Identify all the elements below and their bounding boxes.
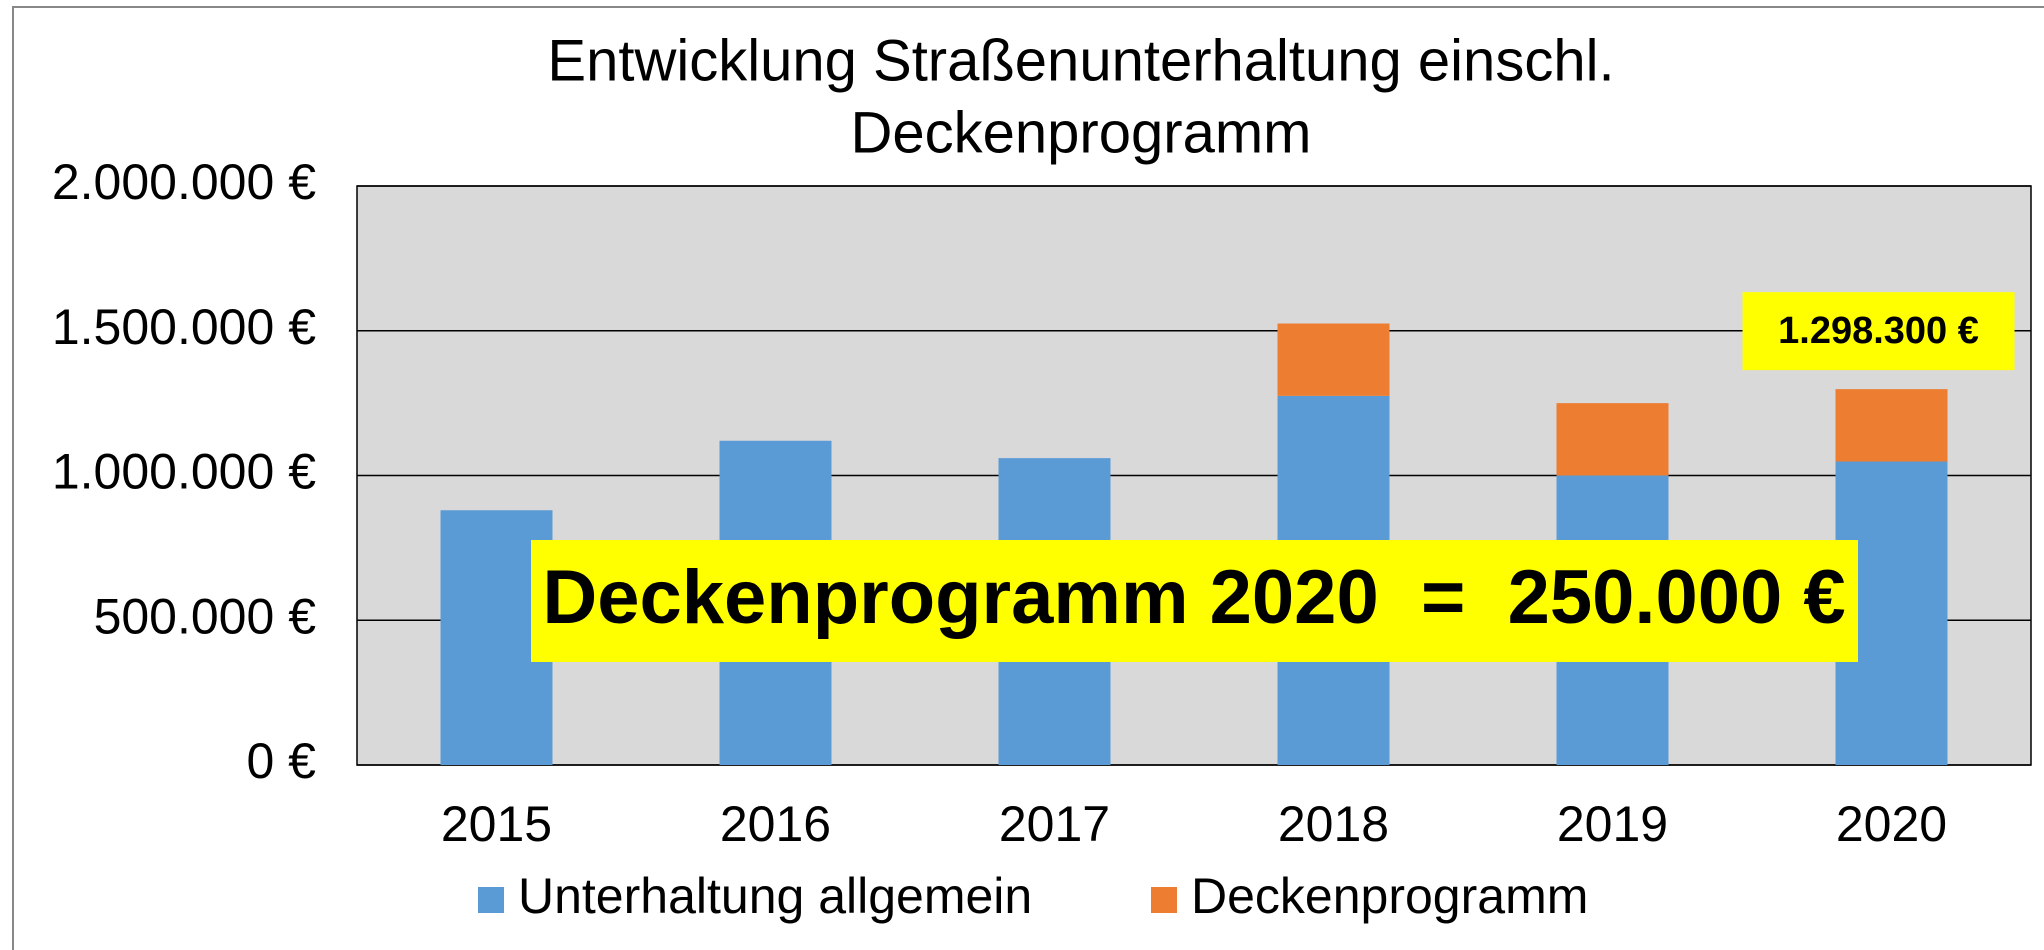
x-tick-label: 2020: [1836, 796, 1947, 852]
x-tick-label: 2017: [999, 796, 1110, 852]
y-tick-label: 500.000 €: [94, 588, 317, 644]
x-tick-label: 2019: [1557, 796, 1668, 852]
annotation-box: [1742, 292, 2015, 371]
x-tick-label: 2018: [1278, 796, 1389, 852]
y-tick-label: 1.000.000 €: [52, 444, 316, 500]
x-tick-label: 2015: [441, 796, 552, 852]
bar-segment: [1835, 389, 1948, 462]
annotation-box: [531, 540, 1858, 662]
annotation: 1.298.300 €: [1778, 310, 1979, 352]
x-tick-label: 2016: [720, 796, 831, 852]
chart-title: Deckenprogramm: [851, 100, 1312, 165]
bar-segment: [1277, 323, 1390, 396]
bar-segment: [1556, 403, 1669, 476]
y-tick-label: 0 €: [246, 733, 316, 789]
legend-swatch: [478, 887, 504, 913]
legend-label: Deckenprogramm: [1191, 868, 1588, 924]
y-tick-label: 2.000.000 €: [52, 154, 316, 210]
annotation: Deckenprogramm 2020 = 250.000 €: [542, 555, 1845, 640]
y-tick-label: 1.500.000 €: [52, 299, 316, 355]
legend-label: Unterhaltung allgemein: [518, 868, 1032, 924]
legend-swatch: [1151, 887, 1177, 913]
chart-title: Entwicklung Straßenunterhaltung einschl.: [547, 28, 1614, 93]
